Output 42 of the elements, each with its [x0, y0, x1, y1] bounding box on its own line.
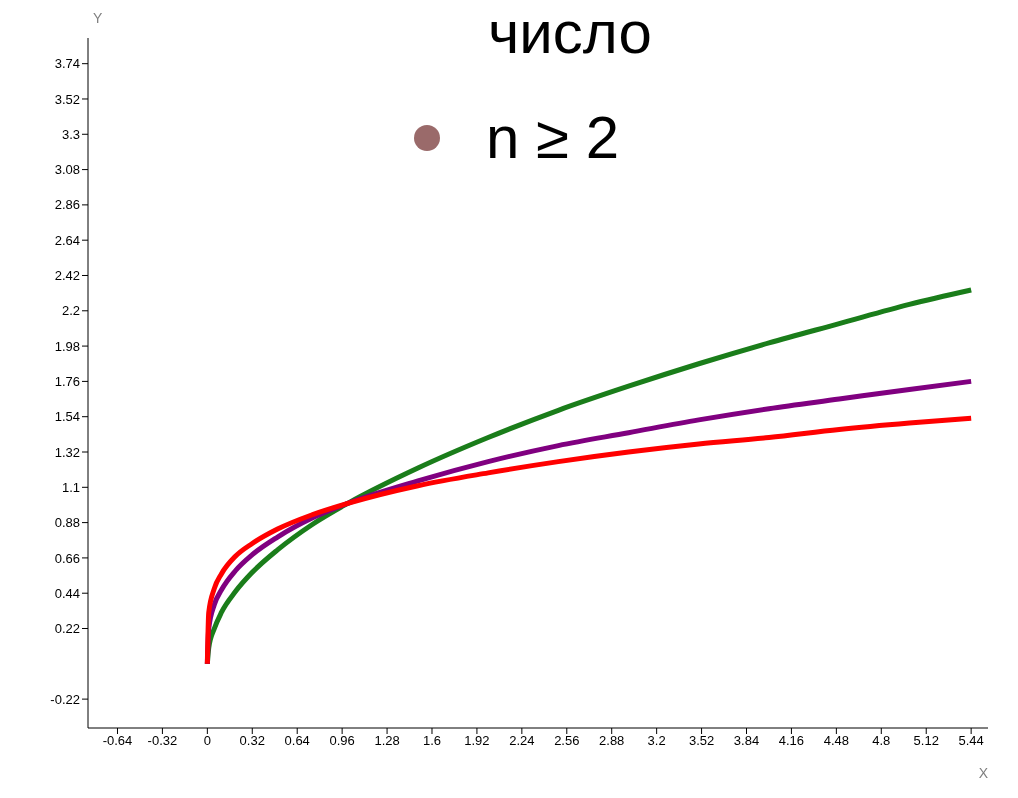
y-tick-label: 1.98: [54, 338, 80, 354]
x-tick-label: 3.84: [733, 733, 760, 749]
y-tick-label: 3.74: [54, 56, 80, 72]
x-tick-label: 5.44: [958, 733, 984, 749]
y-tick-label: 0.66: [54, 550, 80, 566]
x-tick-label: 1.92: [464, 733, 490, 749]
x-tick-label: 0.96: [329, 733, 355, 749]
x-axis-title: X: [978, 765, 989, 781]
y-tick-label: 0.22: [54, 621, 80, 637]
x-tick-label: 3.52: [688, 733, 715, 749]
y-tick-label: -0.22: [50, 691, 80, 707]
x-tick-label: 1.28: [374, 733, 400, 749]
x-tick-label: 0.32: [239, 733, 265, 749]
y-tick-label: 3.3: [61, 126, 80, 142]
x-tick-label: -0.32: [147, 733, 178, 749]
x-tick-label: 0: [203, 733, 211, 749]
y-tick-label: 2.64: [54, 232, 80, 248]
annotation: число: [488, 0, 652, 67]
x-tick-label: 4.48: [823, 733, 850, 749]
y-tick-label: 1.1: [61, 479, 80, 495]
x-tick-label: 4.8: [872, 733, 891, 749]
y-tick-label: 3.52: [54, 91, 80, 107]
x-tick-label: 1.6: [422, 733, 442, 749]
y-tick-label: 2.42: [54, 268, 80, 284]
annotation: n ≥ 2: [486, 103, 620, 172]
y-tick-label: 2.2: [61, 303, 80, 319]
y-tick-label: 1.76: [54, 374, 80, 390]
y-tick-label: 2.86: [54, 197, 80, 213]
x-tick-label: -0.64: [102, 733, 133, 749]
x-tick-label: 2.24: [509, 733, 535, 749]
y-axis-title: Y: [93, 9, 103, 26]
y-tick-label: 3.08: [54, 162, 80, 178]
x-tick-label: 5.12: [913, 733, 939, 749]
x-tick-label: 3.2: [647, 733, 666, 749]
y-tick-label: 1.54: [54, 409, 80, 425]
x-tick-label: 2.88: [599, 733, 625, 749]
x-tick-label: 2.56: [554, 733, 580, 749]
y-tick-label: 0.88: [54, 515, 80, 531]
y-tick-label: 1.32: [54, 444, 80, 460]
x-tick-label: 4.16: [778, 733, 805, 749]
y-tick-label: 0.44: [54, 585, 80, 601]
x-tick-label: 0.64: [284, 733, 310, 749]
